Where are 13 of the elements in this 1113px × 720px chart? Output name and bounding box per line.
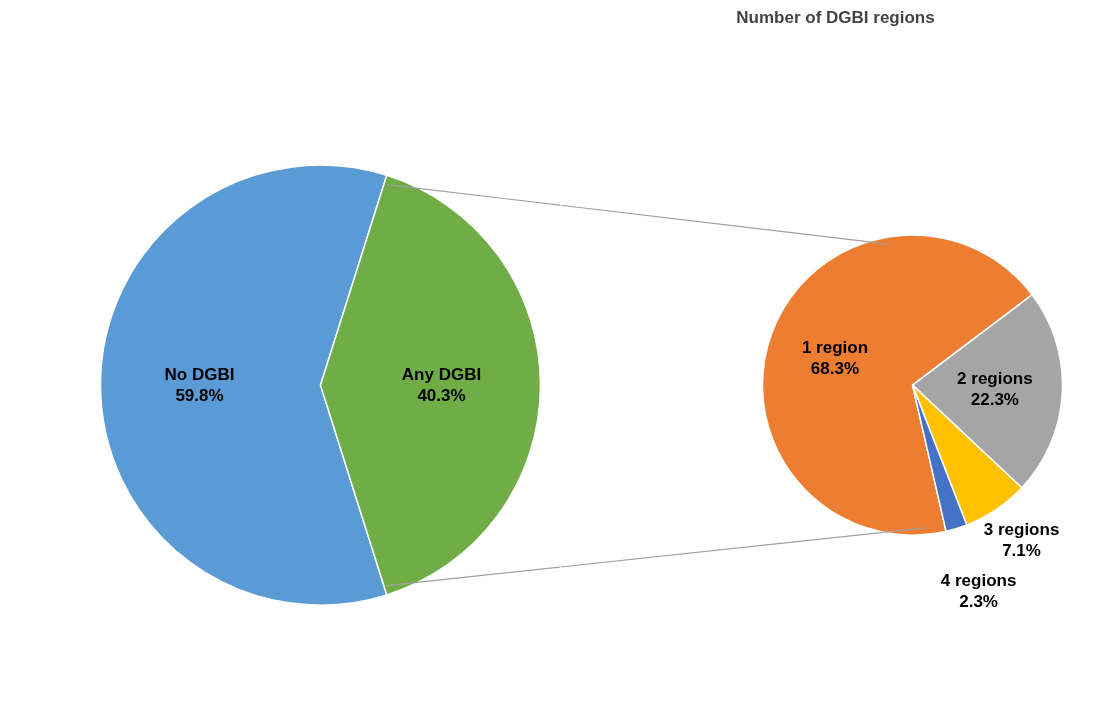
data-label: 40.3%	[417, 386, 466, 406]
slice-label: Any DGBI	[401, 365, 482, 385]
data-label: 68.3%	[810, 359, 860, 379]
slice-label: 1 region	[801, 338, 869, 358]
slice-label: 2 regions	[957, 369, 1033, 389]
slice-label: No DGBI	[164, 365, 235, 385]
data-label: 2.3%	[959, 591, 998, 611]
slice-label: 4 regions	[940, 570, 1017, 590]
data-label: 22.3%	[970, 390, 1019, 410]
data-label: 7.1%	[1002, 540, 1041, 560]
chart-title: Number of DGBI regions	[736, 7, 935, 27]
data-label: 59.8%	[175, 386, 224, 406]
slice-label: 3 regions	[983, 519, 1060, 539]
